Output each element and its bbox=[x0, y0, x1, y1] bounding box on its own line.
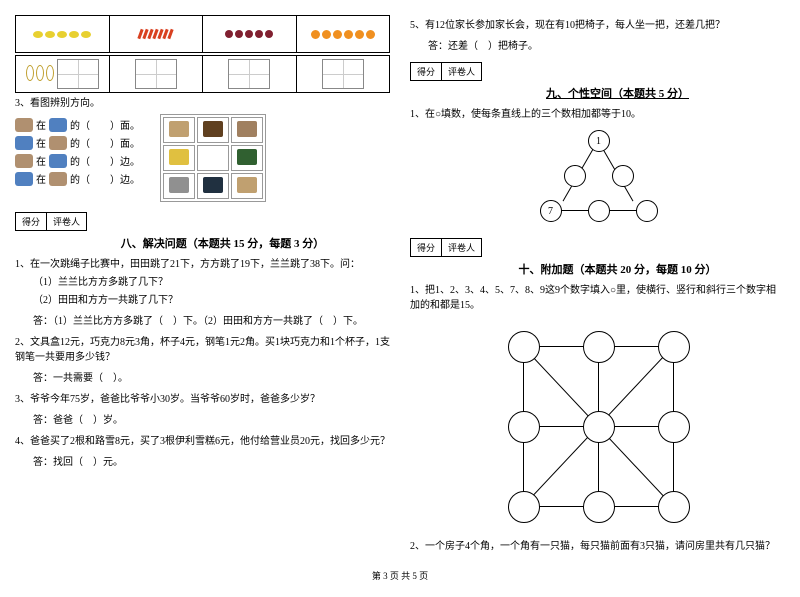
s8-q4: 4、爸爸买了2根和路雪8元，买了3根伊利雪糕6元，他付给营业员20元，找回多少元… bbox=[15, 434, 390, 449]
node-ml bbox=[564, 165, 586, 187]
section-10-title: 十、附加题（本题共 20 分，每题 10 分） bbox=[450, 261, 785, 277]
text: 的（ ）边。 bbox=[70, 171, 140, 186]
animal-icon bbox=[15, 172, 33, 186]
score-box-8: 得分 评卷人 bbox=[15, 212, 390, 231]
score-cell: 得分 bbox=[410, 62, 442, 81]
s9-q1: 1、在○填数，使每条直线上的三个数相加都等于10。 bbox=[410, 107, 785, 122]
text: 在 bbox=[36, 117, 46, 132]
cell-blank-4 bbox=[297, 56, 390, 92]
dir-line-2: 在 的（ ）面。 bbox=[15, 135, 140, 150]
text: 的（ ）边。 bbox=[70, 153, 140, 168]
cell-lemons bbox=[16, 16, 110, 52]
page-columns: 3、看图辨别方向。 在 的（ ）面。 在 的（ ）面。 在 bbox=[15, 15, 785, 557]
node-mr bbox=[612, 165, 634, 187]
s8-a4: 答：找回（ ）元。 bbox=[33, 453, 390, 468]
s8-q2: 2、文具盒12元，巧克力8元3角，杯子4元，钢笔1元2角。买1块巧克力和1个杯子… bbox=[15, 335, 390, 365]
magic-square-graph bbox=[498, 321, 698, 531]
q3-title: 3、看图辨别方向。 bbox=[15, 96, 390, 111]
dir-line-4: 在 的（ ）边。 bbox=[15, 171, 140, 186]
s8-q1-1: （1）兰兰比方方多跳了几下？ bbox=[33, 275, 390, 290]
s10-q1: 1、把1、2、3、4、5、7、8、9这9个数字填入○里，使横行、竖行和斜行三个数… bbox=[410, 283, 785, 313]
s8-a2: 答：一共需要（ ）。 bbox=[33, 369, 390, 384]
cell-blank-2 bbox=[110, 56, 204, 92]
animal-icon bbox=[15, 154, 33, 168]
s8-q1: 1、在一次跳绳子比赛中，田田跳了21下，方方跳了19下，兰兰跳了38下。问： bbox=[15, 257, 390, 272]
animal-grid bbox=[160, 114, 266, 202]
score-cell: 得分 bbox=[15, 212, 47, 231]
cell-carrots bbox=[110, 16, 204, 52]
text: 的（ ）面。 bbox=[70, 117, 140, 132]
cell-oranges bbox=[297, 16, 390, 52]
node-bl: 7 bbox=[540, 200, 562, 222]
animal-icon bbox=[49, 118, 67, 132]
animal-icon bbox=[49, 136, 67, 150]
node-bm bbox=[588, 200, 610, 222]
score-box-10: 得分 评卷人 bbox=[410, 238, 785, 257]
section-8-title: 八、解决问题（本题共 15 分，每题 3 分） bbox=[55, 235, 390, 251]
s8-q3: 3、爷爷今年75岁，爸爸比爷爷小30岁。当爷爷60岁时，爸爸多少岁？ bbox=[15, 392, 390, 407]
fruit-row-bottom bbox=[15, 55, 390, 93]
dir-line-3: 在 的（ ）边。 bbox=[15, 153, 140, 168]
animal-icon bbox=[15, 136, 33, 150]
s8-q1-2: （2）田田和方方一共跳了几下？ bbox=[33, 293, 390, 308]
grader-cell: 评卷人 bbox=[441, 62, 482, 81]
text: 的（ ）面。 bbox=[70, 135, 140, 150]
cell-beets bbox=[203, 16, 297, 52]
animal-icon bbox=[15, 118, 33, 132]
dir-line-1: 在 的（ ）面。 bbox=[15, 117, 140, 132]
s8-a5: 答：还差（ ）把椅子。 bbox=[428, 37, 785, 52]
score-cell: 得分 bbox=[410, 238, 442, 257]
score-box-9: 得分 评卷人 bbox=[410, 62, 785, 81]
text: 在 bbox=[36, 135, 46, 150]
s8-a1: 答：（1）兰兰比方方多跳了（ ）下。（2）田田和方方一共跳了（ ）下。 bbox=[33, 312, 390, 327]
s8-a3: 答：爸爸（ ）岁。 bbox=[33, 411, 390, 426]
s8-q5: 5、有12位家长参加家长会，现在有10把椅子，每人坐一把，还差几把？ bbox=[410, 18, 785, 33]
text: 在 bbox=[36, 171, 46, 186]
cell-blank-3 bbox=[203, 56, 297, 92]
direction-block: 在 的（ ）面。 在 的（ ）面。 在 的（ ）边。 bbox=[15, 114, 390, 202]
triangle-graph: 1 7 bbox=[528, 128, 668, 228]
fruit-row-top bbox=[15, 15, 390, 53]
direction-lines: 在 的（ ）面。 在 的（ ）面。 在 的（ ）边。 bbox=[15, 114, 140, 189]
grader-cell: 评卷人 bbox=[46, 212, 87, 231]
node-br bbox=[636, 200, 658, 222]
s10-q2: 2、一个房子4个角，一个角有一只猫，每只猫前面有3只猫，请问房里共有几只猫？ bbox=[410, 539, 785, 554]
grader-cell: 评卷人 bbox=[441, 238, 482, 257]
animal-icon bbox=[49, 154, 67, 168]
right-column: 5、有12位家长参加家长会，现在有10把椅子，每人坐一把，还差几把？ 答：还差（… bbox=[410, 15, 785, 557]
page-footer: 第 3 页 共 5 页 bbox=[15, 569, 785, 582]
node-top: 1 bbox=[588, 130, 610, 152]
text: 在 bbox=[36, 153, 46, 168]
animal-icon bbox=[49, 172, 67, 186]
cell-blank-1 bbox=[16, 56, 110, 92]
left-column: 3、看图辨别方向。 在 的（ ）面。 在 的（ ）面。 在 bbox=[15, 15, 390, 557]
section-9-title: 九、个性空间（本题共 5 分） bbox=[450, 85, 785, 101]
